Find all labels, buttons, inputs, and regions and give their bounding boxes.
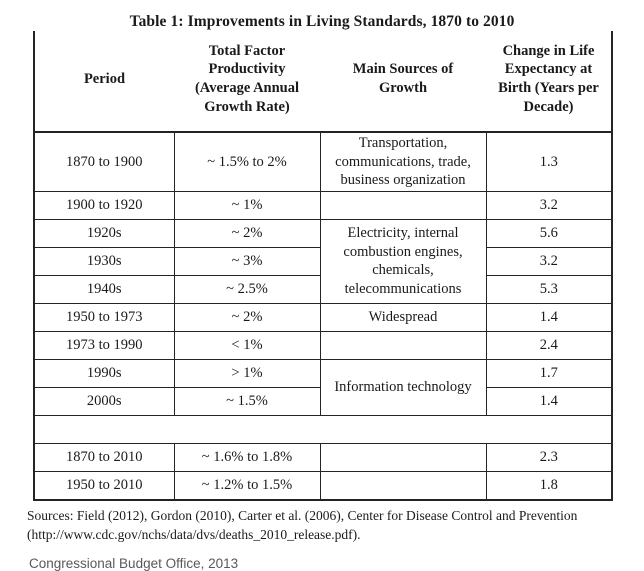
agency-footer: Congressional Budget Office, 2013 xyxy=(29,555,239,571)
summary-row: 1950 to 2010 ~ 1.2% to 1.5% 1.8 xyxy=(33,470,613,501)
table-row: 1870 to 1900 ~ 1.5% to 2% Transportation… xyxy=(33,131,613,192)
table-row: 1930s ~ 3% 3.2 xyxy=(33,246,613,276)
period-cell: 1950 to 2010 xyxy=(33,470,175,501)
tfp-cell: > 1% xyxy=(173,358,321,388)
growth-sources-cell xyxy=(319,330,487,360)
living-standards-table: Period Total Factor Productivity (Averag… xyxy=(33,31,613,501)
growth-sources-cell: Electricity, internal combustion engines… xyxy=(319,218,487,304)
tfp-cell: ~ 1.5% to 2% xyxy=(173,131,321,192)
table-row: 1973 to 1990 < 1% 2.4 xyxy=(33,330,613,360)
tfp-cell: ~ 1% xyxy=(173,190,321,220)
period-cell: 1930s xyxy=(33,246,175,276)
growth-sources-cell xyxy=(319,442,487,472)
column-header-growth-sources: Main Sources of Growth xyxy=(352,61,454,96)
period-cell: 1990s xyxy=(33,358,175,388)
life-expectancy-cell: 1.4 xyxy=(485,302,613,332)
growth-sources-cell: Information technology xyxy=(319,358,487,416)
tfp-cell: ~ 2% xyxy=(173,218,321,248)
life-expectancy-cell: 1.7 xyxy=(485,358,613,388)
table-row: 1940s ~ 2.5% 5.3 xyxy=(33,274,613,304)
tfp-cell: ~ 2% xyxy=(173,302,321,332)
column-header-period: Period xyxy=(83,70,126,87)
period-cell: 1870 to 1900 xyxy=(33,131,175,192)
life-expectancy-cell: 1.3 xyxy=(485,131,613,192)
summary-row: 1870 to 2010 ~ 1.6% to 1.8% 2.3 xyxy=(33,442,613,472)
period-cell: 2000s xyxy=(33,386,175,416)
life-expectancy-cell: 1.8 xyxy=(485,470,613,501)
growth-sources-cell: Transportation, communications, trade, b… xyxy=(319,131,487,192)
period-cell: 1973 to 1990 xyxy=(33,330,175,360)
life-expectancy-cell: 5.6 xyxy=(485,218,613,248)
life-expectancy-cell: 2.3 xyxy=(485,442,613,472)
table-row: 1900 to 1920 ~ 1% 3.2 xyxy=(33,190,613,220)
spacer-cell xyxy=(33,414,613,444)
period-cell: 1950 to 1973 xyxy=(33,302,175,332)
life-expectancy-cell: 5.3 xyxy=(485,274,613,304)
table-row: 1920s ~ 2% Electricity, internal combust… xyxy=(33,218,613,304)
period-cell: 1920s xyxy=(33,218,175,248)
document-page: Table 1: Improvements in Living Standard… xyxy=(27,13,613,571)
table-row: 1950 to 1973 ~ 2% Widespread 1.4 xyxy=(33,302,613,332)
tfp-cell: ~ 3% xyxy=(173,246,321,276)
table-row: 1990s > 1% Information technology 1.7 xyxy=(33,358,613,416)
growth-sources-cell: Widespread xyxy=(319,302,487,332)
growth-sources-cell xyxy=(319,470,487,501)
period-cell: 1900 to 1920 xyxy=(33,190,175,220)
spacer-row xyxy=(33,414,613,444)
tfp-cell: ~ 2.5% xyxy=(173,274,321,304)
table-row: 2000s ~ 1.5% 1.4 xyxy=(33,386,613,416)
tfp-cell: < 1% xyxy=(173,330,321,360)
growth-sources-cell xyxy=(319,190,487,220)
period-cell: 1870 to 2010 xyxy=(33,442,175,472)
life-expectancy-cell: 3.2 xyxy=(485,246,613,276)
tfp-cell: ~ 1.5% xyxy=(173,386,321,416)
table-title: Table 1: Improvements in Living Standard… xyxy=(129,13,515,30)
column-header-tfp: Total Factor Productivity (Average Annua… xyxy=(194,42,300,115)
life-expectancy-cell: 3.2 xyxy=(485,190,613,220)
tfp-cell: ~ 1.6% to 1.8% xyxy=(173,442,321,472)
sources-note: Sources: Field (2012), Gordon (2010), Ca… xyxy=(27,506,627,545)
header-row: Period Total Factor Productivity (Averag… xyxy=(34,31,612,132)
sources-line-1: Sources: Field (2012), Gordon (2010), Ca… xyxy=(27,507,578,523)
sources-line-2: (http://www.cdc.gov/nchs/data/dvs/deaths… xyxy=(27,527,361,543)
column-header-life-expectancy: Change in Life Expectancy at Birth (Year… xyxy=(498,42,599,115)
life-expectancy-cell: 1.4 xyxy=(485,386,613,416)
period-cell: 1940s xyxy=(33,274,175,304)
life-expectancy-cell: 2.4 xyxy=(485,330,613,360)
tfp-cell: ~ 1.2% to 1.5% xyxy=(173,470,321,501)
